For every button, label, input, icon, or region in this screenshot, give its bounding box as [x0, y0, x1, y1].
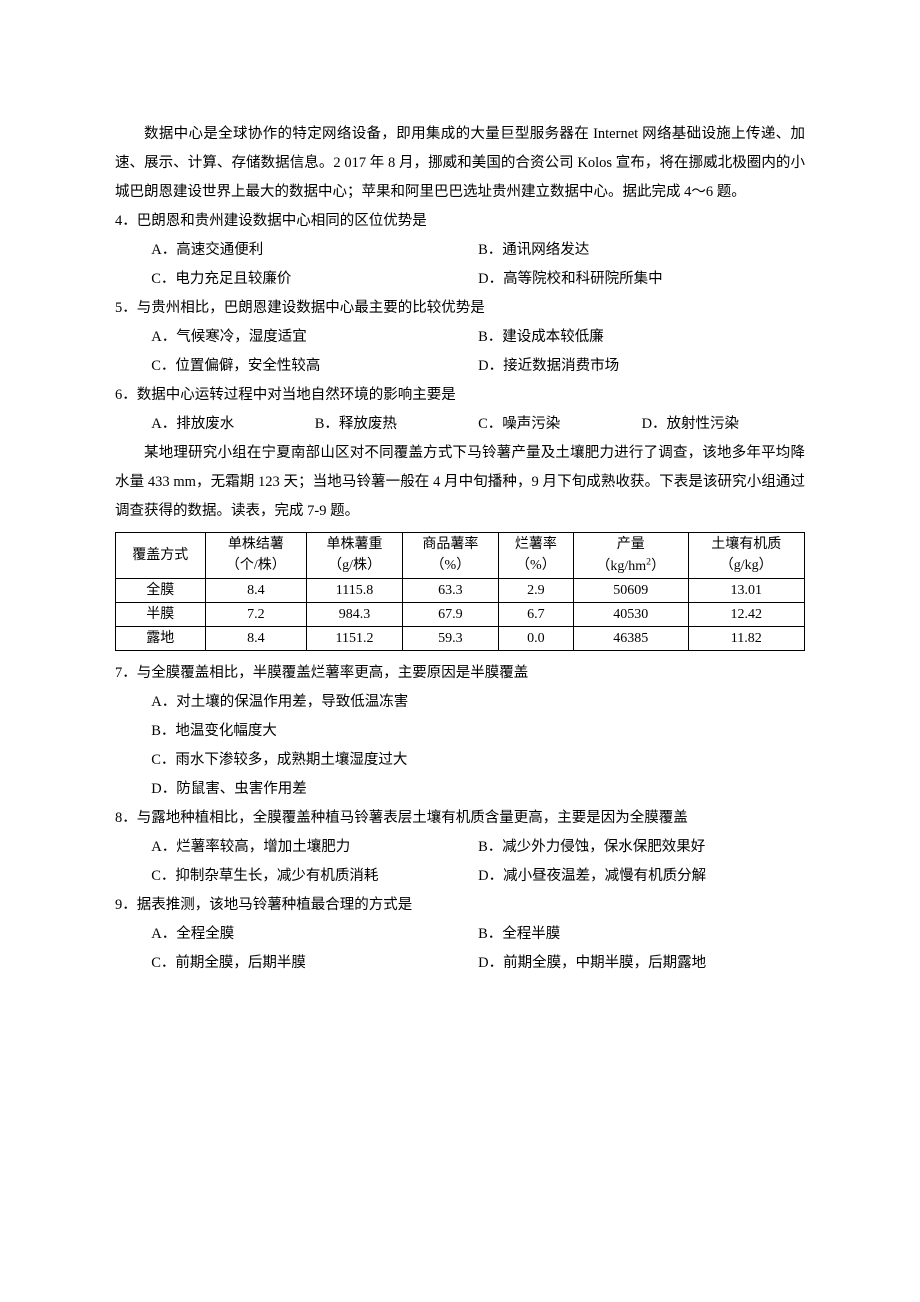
cell: 8.4 — [205, 578, 307, 602]
cell: 63.3 — [402, 578, 498, 602]
col-5-l2-pre: （kg/hm — [596, 559, 646, 574]
opt-5a: A．气候寒冷，湿度适宜 — [151, 323, 478, 352]
opt-9c: C．前期全膜，后期半膜 — [151, 949, 478, 978]
col-4-l1: 烂薯率 — [515, 537, 557, 552]
q5-row2: C．位置偏僻，安全性较高 D．接近数据消费市场 — [115, 352, 805, 381]
opt-4d: D．高等院校和科研院所集中 — [478, 265, 805, 294]
col-5-l2-post: ） — [651, 559, 665, 574]
cell: 8.4 — [205, 626, 307, 650]
cell: 67.9 — [402, 602, 498, 626]
opt-7b: B．地温变化幅度大 — [115, 717, 805, 746]
cell: 半膜 — [116, 602, 206, 626]
passage-2: 某地理研究小组在宁夏南部山区对不同覆盖方式下马铃薯产量及土壤肥力进行了调查，该地… — [115, 439, 805, 526]
opt-5c: C．位置偏僻，安全性较高 — [151, 352, 478, 381]
q4-row2: C．电力充足且较廉价 D．高等院校和科研院所集中 — [115, 265, 805, 294]
q4-row1: A．高速交通便利 B．通讯网络发达 — [115, 236, 805, 265]
q5-row1: A．气候寒冷，湿度适宜 B．建设成本较低廉 — [115, 323, 805, 352]
col-6: 土壤有机质 （g/kg） — [688, 533, 805, 579]
col-2: 单株薯重 （g/株） — [307, 533, 403, 579]
opt-4a: A．高速交通便利 — [151, 236, 478, 265]
col-6-l2: （g/kg） — [720, 558, 773, 573]
q8-row2: C．抑制杂草生长，减少有机质消耗 D．减小昼夜温差，减慢有机质分解 — [115, 862, 805, 891]
table-row: 全膜 8.4 1115.8 63.3 2.9 50609 13.01 — [116, 578, 805, 602]
opt-9d: D．前期全膜，中期半膜，后期露地 — [478, 949, 805, 978]
cell: 46385 — [573, 626, 688, 650]
cell: 59.3 — [402, 626, 498, 650]
question-9: 9．据表推测，该地马铃薯种植最合理的方式是 — [115, 891, 805, 920]
cell: 984.3 — [307, 602, 403, 626]
cell: 2.9 — [498, 578, 573, 602]
cell: 12.42 — [688, 602, 805, 626]
col-1: 单株结薯 （个/株） — [205, 533, 307, 579]
opt-7d: D．防鼠害、虫害作用差 — [115, 775, 805, 804]
cell: 11.82 — [688, 626, 805, 650]
col-2-l2: （g/株） — [328, 558, 381, 573]
opt-4c: C．电力充足且较廉价 — [151, 265, 478, 294]
table-row: 露地 8.4 1151.2 59.3 0.0 46385 11.82 — [116, 626, 805, 650]
col-6-l1: 土壤有机质 — [711, 537, 781, 552]
table-header-row: 覆盖方式 单株结薯 （个/株） 单株薯重 （g/株） 商品薯率 （%） 烂薯率 … — [116, 533, 805, 579]
opt-6d: D．放射性污染 — [642, 410, 805, 439]
cell: 7.2 — [205, 602, 307, 626]
col-4-l2: （%） — [516, 558, 556, 573]
col-5-l1: 产量 — [617, 537, 645, 552]
opt-6c: C．噪声污染 — [478, 410, 641, 439]
opt-5d: D．接近数据消费市场 — [478, 352, 805, 381]
cell: 1151.2 — [307, 626, 403, 650]
col-0: 覆盖方式 — [116, 533, 206, 579]
opt-7a: A．对土壤的保温作用差，导致低温冻害 — [115, 688, 805, 717]
cell: 6.7 — [498, 602, 573, 626]
opt-6a: A．排放废水 — [151, 410, 314, 439]
question-4: 4．巴朗恩和贵州建设数据中心相同的区位优势是 — [115, 207, 805, 236]
q8-row1: A．烂薯率较高，增加土壤肥力 B．减少外力侵蚀，保水保肥效果好 — [115, 833, 805, 862]
q9-row1: A．全程全膜 B．全程半膜 — [115, 920, 805, 949]
table-head: 覆盖方式 单株结薯 （个/株） 单株薯重 （g/株） 商品薯率 （%） 烂薯率 … — [116, 533, 805, 579]
opt-9a: A．全程全膜 — [151, 920, 478, 949]
col-1-l1: 单株结薯 — [228, 537, 284, 552]
cell: 1115.8 — [307, 578, 403, 602]
cell: 40530 — [573, 602, 688, 626]
opt-8a: A．烂薯率较高，增加土壤肥力 — [151, 833, 478, 862]
opt-4b: B．通讯网络发达 — [478, 236, 805, 265]
col-3-l1: 商品薯率 — [422, 537, 478, 552]
opt-8c: C．抑制杂草生长，减少有机质消耗 — [151, 862, 478, 891]
cell: 13.01 — [688, 578, 805, 602]
col-1-l2: （个/株） — [226, 558, 286, 573]
col-3-l2: （%） — [431, 558, 471, 573]
question-6: 6．数据中心运转过程中对当地自然环境的影响主要是 — [115, 381, 805, 410]
col-5: 产量 （kg/hm2） — [573, 533, 688, 579]
cell: 全膜 — [116, 578, 206, 602]
q6-row: A．排放废水 B．释放废热 C．噪声污染 D．放射性污染 — [115, 410, 805, 439]
table-body: 全膜 8.4 1115.8 63.3 2.9 50609 13.01 半膜 7.… — [116, 578, 805, 650]
data-table: 覆盖方式 单株结薯 （个/株） 单株薯重 （g/株） 商品薯率 （%） 烂薯率 … — [115, 532, 805, 651]
opt-9b: B．全程半膜 — [478, 920, 805, 949]
opt-8d: D．减小昼夜温差，减慢有机质分解 — [478, 862, 805, 891]
opt-7c: C．雨水下渗较多，成熟期土壤湿度过大 — [115, 746, 805, 775]
col-2-l1: 单株薯重 — [327, 537, 383, 552]
exam-page: 数据中心是全球协作的特定网络设备，即用集成的大量巨型服务器在 Internet … — [0, 0, 920, 1038]
cell: 露地 — [116, 626, 206, 650]
cell: 50609 — [573, 578, 688, 602]
opt-6b: B．释放废热 — [315, 410, 478, 439]
passage-1: 数据中心是全球协作的特定网络设备，即用集成的大量巨型服务器在 Internet … — [115, 120, 805, 207]
question-8: 8．与露地种植相比，全膜覆盖种植马铃薯表层土壤有机质含量更高，主要是因为全膜覆盖 — [115, 804, 805, 833]
q9-row2: C．前期全膜，后期半膜 D．前期全膜，中期半膜，后期露地 — [115, 949, 805, 978]
opt-8b: B．减少外力侵蚀，保水保肥效果好 — [478, 833, 805, 862]
col-3: 商品薯率 （%） — [402, 533, 498, 579]
question-5: 5．与贵州相比，巴朗恩建设数据中心最主要的比较优势是 — [115, 294, 805, 323]
col-0-l1: 覆盖方式 — [132, 548, 188, 563]
col-5-l2: （kg/hm2） — [596, 559, 665, 574]
table-row: 半膜 7.2 984.3 67.9 6.7 40530 12.42 — [116, 602, 805, 626]
opt-5b: B．建设成本较低廉 — [478, 323, 805, 352]
cell: 0.0 — [498, 626, 573, 650]
question-7: 7．与全膜覆盖相比，半膜覆盖烂薯率更高，主要原因是半膜覆盖 — [115, 659, 805, 688]
col-4: 烂薯率 （%） — [498, 533, 573, 579]
